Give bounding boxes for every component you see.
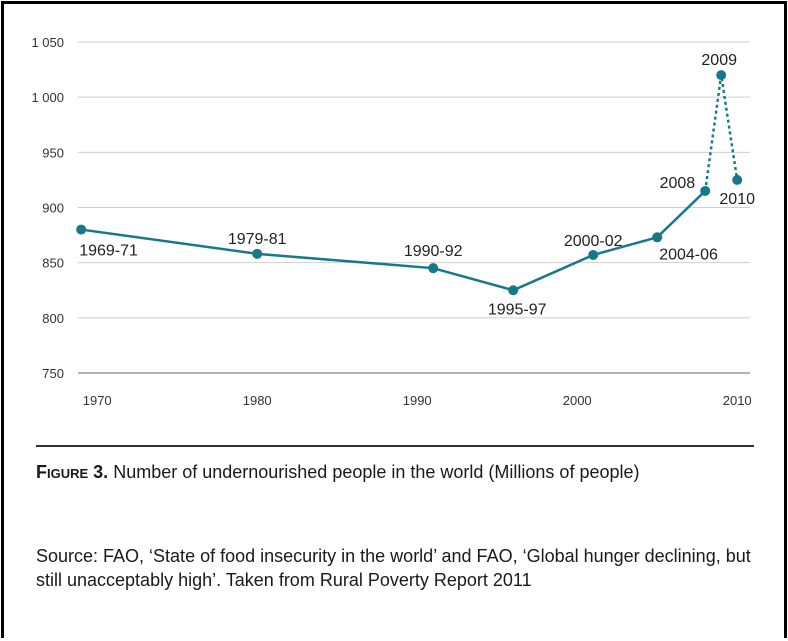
data-point [76, 224, 87, 235]
data-point-label: 1995-97 [488, 301, 547, 318]
data-point [732, 174, 743, 185]
data-point [652, 232, 663, 243]
y-tick-label: 950 [42, 145, 64, 160]
data-point [428, 263, 439, 274]
data-point [700, 185, 711, 196]
y-tick-label: 900 [42, 201, 64, 216]
y-axis-tick-labels: 750 800 850 900 950 1 000 1 050 [31, 35, 64, 381]
x-tick-label: 1980 [243, 393, 272, 408]
y-tick-label: 800 [42, 311, 64, 326]
caption-divider [36, 445, 754, 447]
y-tick-label: 1 000 [31, 90, 64, 105]
data-point [508, 285, 519, 296]
caption-text: Number of undernourished people in the w… [108, 462, 640, 482]
x-tick-label: 2010 [723, 393, 752, 408]
y-tick-label: 1 050 [31, 35, 64, 50]
x-axis-tick-labels: 1970 1980 1990 2000 2010 [83, 393, 752, 408]
data-point-label: 1979-81 [228, 231, 287, 248]
x-tick-label: 2000 [563, 393, 592, 408]
data-point-label: 2000-02 [564, 233, 623, 250]
data-point-label: 2010 [719, 191, 755, 208]
y-tick-label: 850 [42, 256, 64, 271]
y-tick-label: 750 [42, 366, 64, 381]
data-point-label: 1969-71 [79, 243, 138, 260]
figure-label: Figure 3. [36, 462, 109, 482]
line-chart: 750 800 850 900 950 1 000 1 050 1970 1980 1990 20… [31, 35, 755, 408]
grid-lines [78, 41, 750, 374]
data-point-label: 2009 [701, 52, 737, 69]
series-line-dashed [703, 74, 739, 192]
figure-caption: Figure 3. Number of undernourished peopl… [36, 458, 736, 486]
data-point-label: 2004-06 [659, 246, 718, 263]
data-point-label: 2008 [660, 175, 696, 192]
data-point-label: 1990-92 [404, 243, 463, 260]
source-note: Source: FAO, ‘State of food insecurity i… [36, 546, 751, 590]
data-point [588, 249, 599, 260]
data-point [252, 248, 263, 259]
x-tick-label: 1970 [83, 393, 112, 408]
data-point [716, 70, 727, 81]
x-tick-label: 1990 [403, 393, 432, 408]
data-point-labels: 1969-71 1979-81 1990-92 1995-97 2000-02 2004-… [79, 52, 755, 318]
data-points [76, 70, 743, 296]
